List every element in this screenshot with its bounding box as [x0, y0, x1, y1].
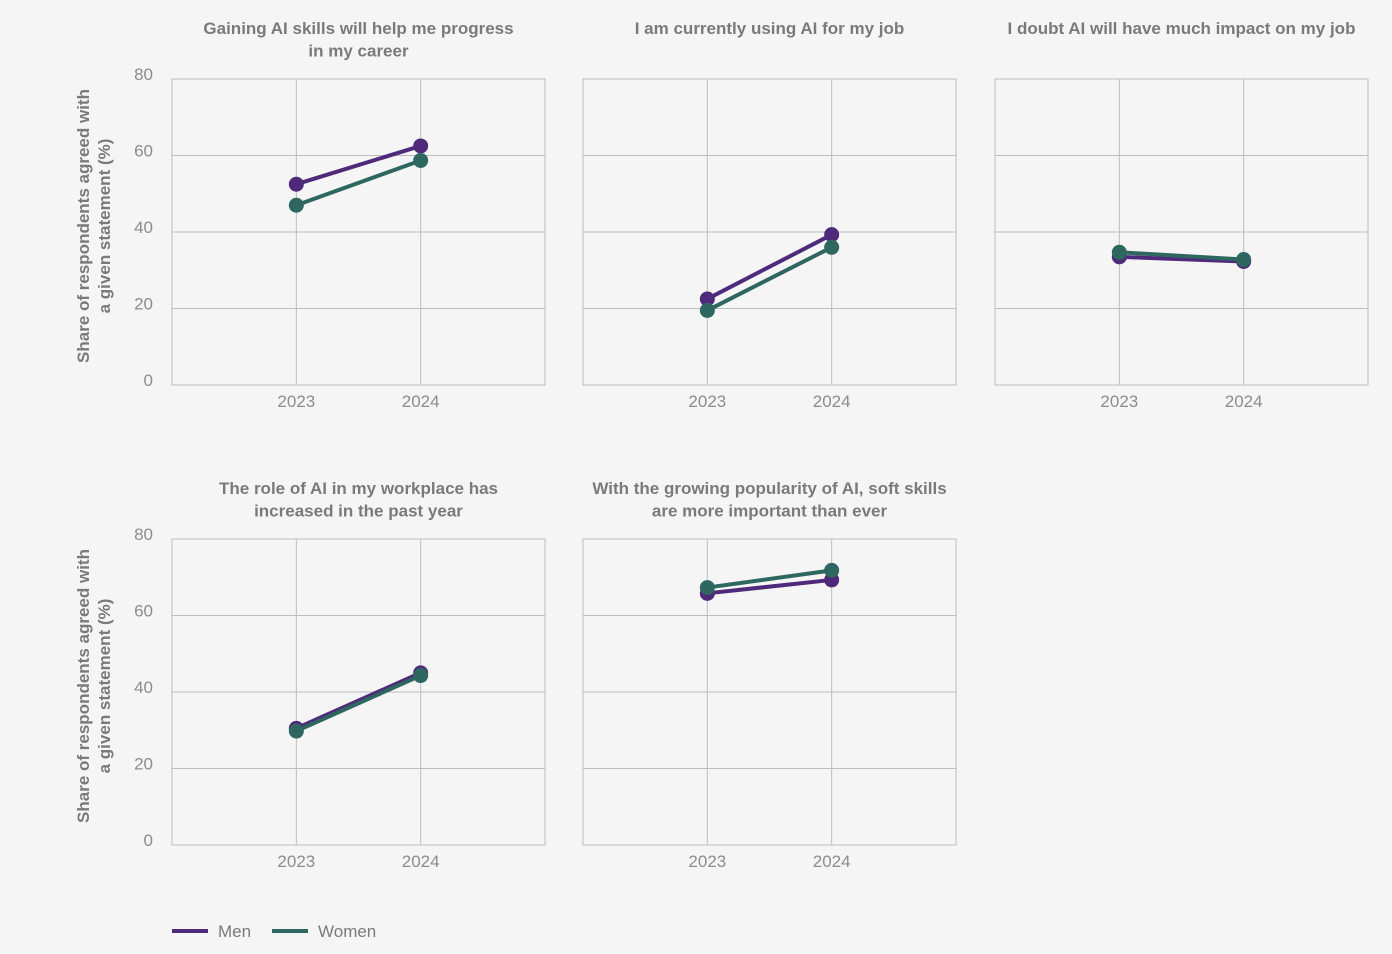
series-line-men — [1117, 254, 1246, 264]
series-line-women — [1117, 250, 1246, 262]
series-line-men — [705, 577, 834, 596]
panel-title: Gaining AI skills will help me progress — [203, 19, 513, 38]
data-point-women-2024 — [413, 152, 429, 168]
panel-5: With the growing popularity of AI, soft … — [582, 479, 957, 871]
y-axis-label: Share of respondents agreed with a given … — [74, 549, 114, 823]
series-line-men — [294, 670, 423, 731]
legend-label-men: Men — [218, 922, 251, 941]
panel-frame — [582, 78, 957, 386]
x-tick-label: 2024 — [402, 392, 440, 411]
panel-title: I am currently using AI for my job — [635, 19, 905, 38]
y-tick-label: 60 — [134, 602, 153, 621]
x-tick-label: 2023 — [688, 852, 726, 871]
panel-frame — [994, 78, 1369, 386]
series-line-women — [705, 245, 834, 313]
data-point-men-2023 — [288, 176, 304, 192]
x-tick-label: 2024 — [1225, 392, 1263, 411]
panel-title: in my career — [308, 42, 409, 61]
series-line-women — [294, 158, 423, 208]
panel-title: With the growing popularity of AI, soft … — [592, 479, 946, 498]
panel-title: The role of AI in my workplace has — [219, 479, 498, 498]
y-axis-label-line: a given statement (%) — [95, 139, 114, 314]
panel-2: I am currently using AI for my job 2023 20… — [582, 19, 957, 411]
data-point-women-2023 — [288, 723, 304, 739]
panel-3: I doubt AI will have much impact on my j… — [994, 19, 1369, 411]
panel-title: I doubt AI will have much impact on my j… — [1008, 19, 1356, 38]
series-line-men — [294, 143, 423, 187]
y-tick-label: 40 — [134, 218, 153, 237]
y-tick-label: 20 — [134, 295, 153, 314]
data-point-women-2023 — [1111, 244, 1127, 260]
data-point-men-2023 — [699, 291, 715, 307]
data-point-women-2023 — [699, 580, 715, 596]
y-axis-label-line: a given statement (%) — [95, 599, 114, 774]
y-tick-label: 40 — [134, 678, 153, 697]
x-tick-label: 2023 — [277, 392, 315, 411]
series-line-women — [705, 568, 834, 590]
panel-frame — [171, 78, 546, 386]
y-axis-label-line: Share of respondents agreed with — [74, 549, 93, 823]
x-tick-label: 2023 — [688, 392, 726, 411]
series-line-women — [294, 673, 423, 734]
y-tick-label: 80 — [134, 525, 153, 544]
y-tick-label: 60 — [134, 142, 153, 161]
data-point-women-2024 — [1236, 252, 1252, 268]
y-axis-label-line: Share of respondents agreed with — [74, 89, 93, 363]
panel-frame — [171, 538, 546, 846]
y-tick-label: 0 — [144, 371, 153, 390]
data-point-women-2024 — [824, 562, 840, 578]
panel-frame — [582, 538, 957, 846]
panel-title: increased in the past year — [254, 502, 463, 521]
data-point-women-2023 — [288, 197, 304, 213]
series-line-men — [705, 232, 834, 301]
panel-4: The role of AI in my workplace has increa… — [74, 479, 546, 871]
y-tick-label: 0 — [144, 831, 153, 850]
data-point-women-2024 — [824, 239, 840, 255]
legend-label-women: Women — [318, 922, 376, 941]
data-point-women-2024 — [413, 668, 429, 684]
y-axis-label: Share of respondents agreed with a given … — [74, 89, 114, 363]
legend: Men Women — [172, 922, 376, 941]
x-tick-label: 2024 — [813, 852, 851, 871]
panel-1: Gaining AI skills will help me progress i… — [74, 19, 546, 411]
y-tick-label: 80 — [134, 65, 153, 84]
data-point-women-2023 — [699, 302, 715, 318]
x-tick-label: 2024 — [813, 392, 851, 411]
data-point-men-2024 — [824, 227, 840, 243]
x-tick-label: 2023 — [277, 852, 315, 871]
y-tick-label: 20 — [134, 755, 153, 774]
x-tick-label: 2024 — [402, 852, 440, 871]
data-point-men-2024 — [413, 138, 429, 154]
x-tick-label: 2023 — [1100, 392, 1138, 411]
panel-title: are more important than ever — [652, 502, 888, 521]
